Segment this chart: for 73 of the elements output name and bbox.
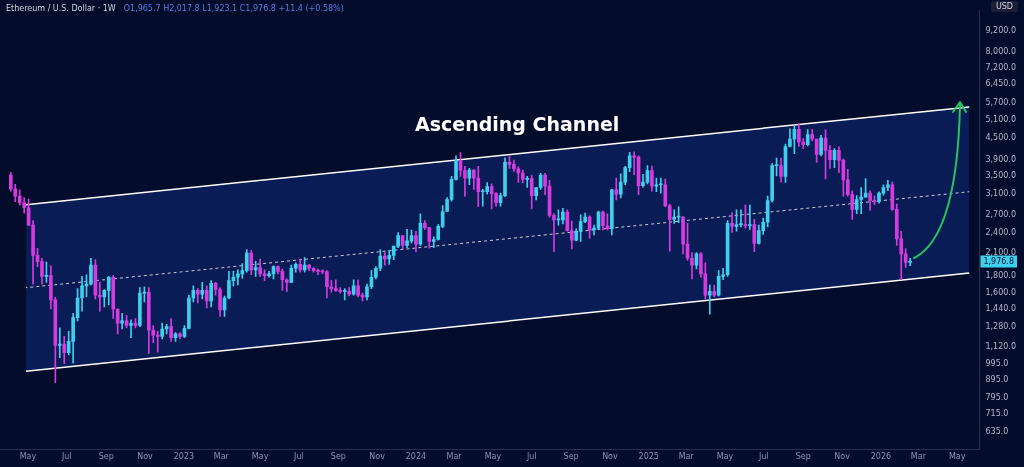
x-tick-label: May: [716, 452, 734, 462]
chart-subtitle: O1,965.7 H2,017.8 L1,923.1 C1,976.8 +11.4 (+0.58%): [123, 4, 344, 13]
y-tick-label: 3,100.0: [985, 189, 1017, 199]
candlestick: [267, 271, 271, 278]
y-tick-label: 1,600.0: [985, 288, 1017, 298]
y-tick-label: 7,200.0: [985, 62, 1017, 72]
y-tick-label: 2,400.0: [985, 227, 1017, 237]
candlestick: [333, 279, 338, 292]
annotation: Ascending Channel: [415, 112, 620, 135]
candlestick: [253, 260, 258, 277]
x-tick-label: May: [19, 452, 37, 462]
x-tick-label: Jul: [60, 452, 72, 462]
x-tick-label: Mar: [213, 452, 230, 462]
candlestick: [382, 252, 387, 266]
candlestick: [707, 284, 712, 315]
y-tick-label: 2,700.0: [985, 209, 1017, 219]
candlestick: [730, 212, 734, 233]
y-tick-label: 1,280.0: [985, 321, 1017, 331]
x-tick-label: Sep: [98, 452, 114, 462]
y-tick-label: 1,800.0: [985, 270, 1017, 280]
x-tick-label: Sep: [563, 452, 579, 462]
y-tick-label: 8,000.0: [985, 47, 1017, 57]
chart-title: Ethereum / U.S. Dollar · 1W: [6, 4, 116, 13]
y-tick-label: 2,100.0: [985, 247, 1017, 257]
y-tick-label: 9,200.0: [985, 26, 1017, 36]
y-tick-label: 1,440.0: [985, 304, 1017, 314]
x-tick-label: 2025: [638, 452, 659, 462]
y-tick-label: 5,700.0: [985, 97, 1017, 107]
candlestick: [908, 258, 912, 266]
y-tick-label: 895.0: [985, 375, 1009, 385]
x-tick-label: Sep: [330, 452, 346, 462]
x-tick-label: Jul: [293, 452, 304, 462]
candlestick: [480, 189, 485, 207]
text: 1,976.8: [983, 256, 1015, 266]
candlestick: [129, 319, 133, 338]
candlestick: [748, 204, 752, 230]
candlestick: [155, 331, 160, 353]
x-tick-label: Mar: [446, 452, 463, 462]
x-tick-label: Mar: [910, 452, 927, 462]
x-tick-label: Nov: [834, 452, 851, 462]
y-tick-label: 4,500.0: [985, 133, 1017, 143]
y-tick-label: 3,500.0: [985, 171, 1017, 181]
x-tick-label: Mar: [678, 452, 695, 462]
y-tick-label: 1,120.0: [985, 341, 1017, 351]
x-tick-label: 2024: [405, 452, 427, 462]
y-tick-label: 795.0: [985, 393, 1009, 403]
candlestick: [387, 250, 392, 265]
candlestick: [525, 176, 530, 188]
x-tick-label: Nov: [602, 452, 619, 462]
y-tick-label: 6,450.0: [985, 79, 1017, 89]
candlestick: [658, 177, 663, 194]
candlestick: [57, 327, 62, 359]
candlestick: [672, 209, 677, 224]
candlestick: [342, 288, 347, 301]
candlestick: [200, 282, 205, 300]
candlestick: [859, 187, 863, 215]
x-tick-label: Jul: [525, 452, 537, 462]
y-tick-label: 5,100.0: [985, 114, 1017, 124]
y-tick-label: 635.0: [985, 426, 1009, 436]
x-tick-label: Jul: [758, 452, 769, 462]
x-tick-label: May: [948, 452, 966, 462]
x-tick-label: May: [251, 452, 269, 462]
y-tick-label: 3,900.0: [985, 154, 1017, 164]
x-tick-label: Nov: [369, 452, 386, 462]
y-axis-title: USD: [990, 1, 1018, 12]
x-tick-label: Sep: [795, 452, 811, 462]
candlestick: [739, 209, 743, 228]
y-tick-label: 995.0: [985, 359, 1009, 369]
x-tick-label: 2023: [173, 452, 194, 462]
x-tick-label: Nov: [137, 452, 154, 462]
x-tick-label: 2026: [870, 452, 892, 462]
x-tick-label: May: [484, 452, 502, 462]
y-tick-label: 715.0: [985, 408, 1009, 418]
